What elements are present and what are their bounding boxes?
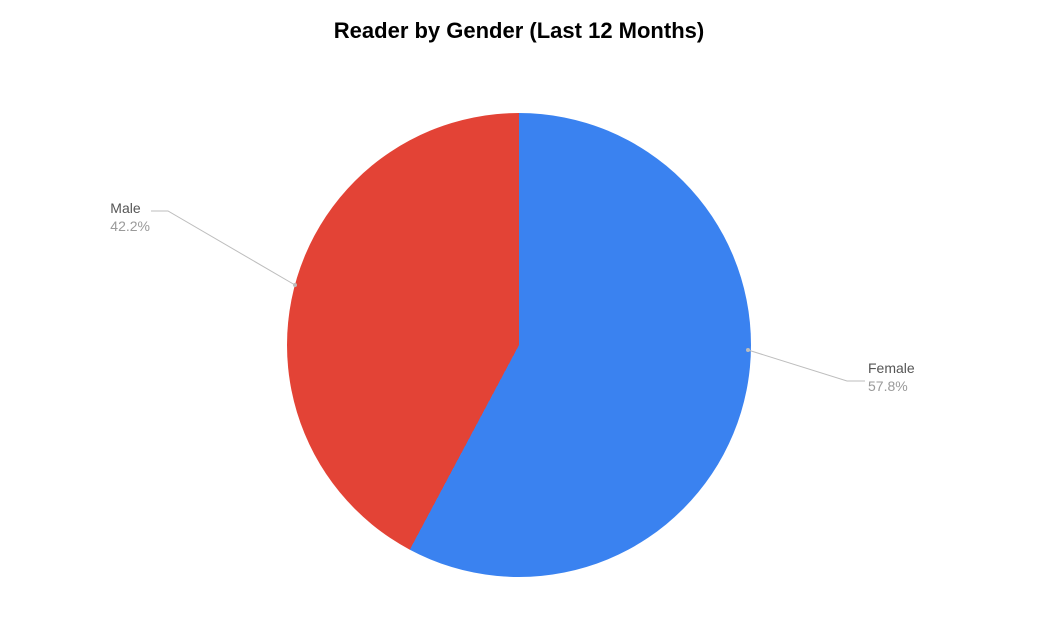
callout-female-pct: 57.8% [868,378,915,396]
pie-chart [287,113,751,577]
callout-male: Male 42.2% [110,200,150,235]
callout-female-label: Female [868,360,915,378]
callout-male-label: Male [110,200,150,218]
pie-slices [287,113,751,577]
leader-dot-female [746,348,750,352]
callout-female: Female 57.8% [868,360,915,395]
leader-dot-male [293,283,297,287]
callout-male-pct: 42.2% [110,218,150,236]
chart-title: Reader by Gender (Last 12 Months) [0,18,1038,44]
